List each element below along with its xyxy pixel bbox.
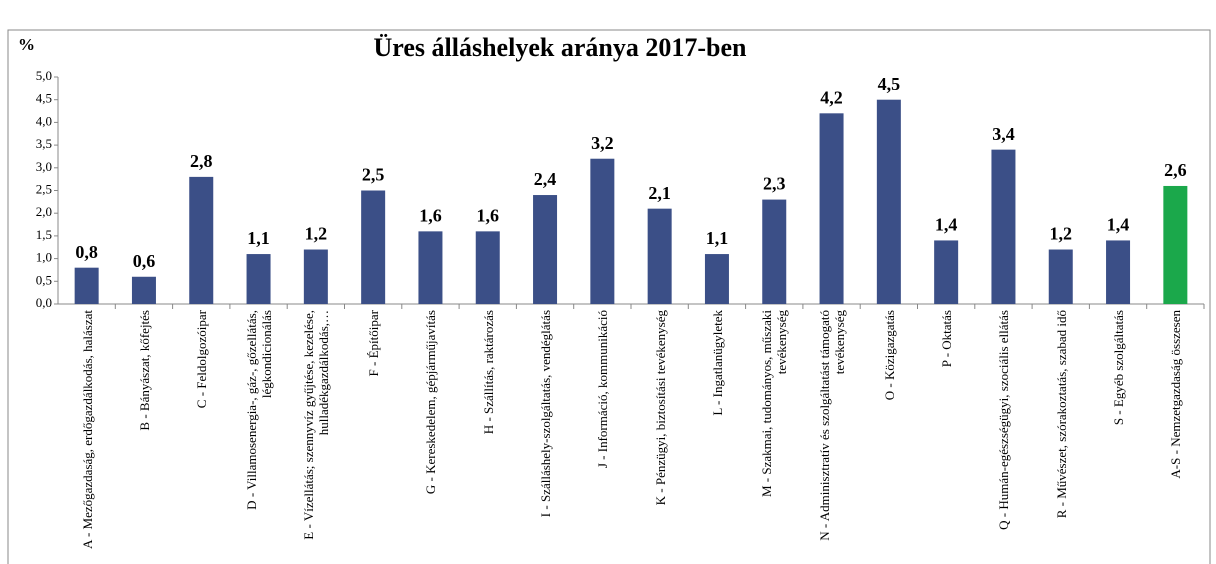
- y-tick-label: 4,0: [36, 113, 52, 128]
- x-tick-label: A - Mezőgazdaság, erdőgazdálkodás, halás…: [79, 310, 95, 549]
- y-tick-label: 1,0: [36, 250, 52, 265]
- x-tick-label: H - Szállítás, raktározás: [480, 310, 496, 435]
- x-tick-label: N - Adminisztratív és szolgáltatást támo…: [816, 310, 847, 541]
- x-tick-label: D - Villamosenergia-, gáz-, gőzellátás, …: [243, 310, 274, 510]
- y-tick-label: 0,5: [36, 272, 52, 287]
- value-label: 1,4: [935, 215, 958, 235]
- value-label: 1,1: [706, 228, 729, 248]
- bar: [1106, 240, 1131, 304]
- value-label: 0,6: [133, 251, 156, 271]
- value-label: 2,5: [362, 165, 385, 185]
- bar: [131, 276, 156, 304]
- x-tick-label: F - Építőipar: [365, 310, 381, 377]
- value-label: 2,1: [648, 183, 671, 203]
- x-tick-label: J - Információ, kommunikáció: [594, 310, 610, 469]
- y-axis-label: %: [18, 35, 35, 54]
- bar: [246, 254, 271, 304]
- value-label: 1,2: [1050, 224, 1073, 244]
- value-label: 1,6: [477, 205, 500, 225]
- y-tick-label: 4,5: [36, 91, 52, 106]
- x-tick-label: P - Oktatás: [938, 310, 954, 368]
- value-label: 1,4: [1107, 215, 1130, 235]
- value-label: 2,6: [1164, 160, 1187, 180]
- value-label: 2,8: [190, 151, 213, 171]
- x-tick-label: M - Szakmai, tudományos, műszaki tevéken…: [759, 310, 790, 498]
- value-label: 0,8: [75, 242, 98, 262]
- value-label: 4,5: [878, 74, 901, 94]
- bar: [1163, 185, 1188, 304]
- bar: [475, 231, 500, 304]
- bar: [1048, 249, 1073, 304]
- bar: [590, 158, 615, 304]
- bar: [876, 99, 901, 304]
- y-tick-label: 5,0: [36, 68, 52, 83]
- x-tick-label: Q - Humán-egészségügyi, szociális ellátá…: [995, 310, 1011, 530]
- bar: [74, 267, 99, 304]
- y-tick-label: 2,5: [36, 181, 52, 196]
- bar: [934, 240, 959, 304]
- bar: [819, 113, 844, 304]
- value-label: 3,4: [992, 124, 1015, 144]
- x-tick-label: L - Ingatlanügyletek: [709, 310, 725, 416]
- bar: [189, 176, 214, 304]
- bar: [418, 231, 443, 304]
- chart-title: Üres álláshelyek aránya 2017-ben: [374, 33, 747, 62]
- bar: [647, 208, 672, 304]
- x-tick-label: E - Vízellátás; szennyvíz gyűjtése, keze…: [300, 310, 331, 540]
- value-label: 2,4: [534, 169, 557, 189]
- y-tick-label: 0,0: [36, 295, 52, 310]
- chart-frame: [7, 29, 1211, 564]
- x-tick-label: R - Művészet, szórakoztatás, szabad idő: [1053, 310, 1069, 519]
- y-tick-label: 2,0: [36, 204, 52, 219]
- value-label: 1,1: [247, 228, 270, 248]
- value-label: 1,2: [305, 224, 328, 244]
- bar: [991, 149, 1016, 304]
- y-tick-label: 3,0: [36, 159, 52, 174]
- bar: [533, 195, 558, 304]
- x-tick-label: I - Szálláshely-szolgáltatás, vendéglátá…: [537, 310, 553, 518]
- bar: [303, 249, 328, 304]
- x-tick-label: G - Kereskedelem, gépjárműjavítás: [422, 310, 438, 495]
- y-tick-label: 3,5: [36, 136, 52, 151]
- x-tick-label: K - Pénzügyi, biztosítási tevékenység: [652, 310, 668, 506]
- y-tick-label: 1,5: [36, 227, 52, 242]
- bar: [704, 254, 729, 304]
- value-label: 4,2: [820, 87, 843, 107]
- value-label: 2,3: [763, 174, 786, 194]
- value-label: 3,2: [591, 133, 614, 153]
- x-tick-label: A-S - Nemzetgazdaság összesen: [1167, 310, 1183, 479]
- value-label: 1,6: [419, 205, 442, 225]
- x-tick-label: O - Közigazgatás: [881, 310, 897, 401]
- x-tick-label: S - Egyéb szolgáltatás: [1110, 310, 1126, 426]
- x-tick-label: B - Bányászat, kőfejtés: [136, 310, 152, 431]
- x-tick-label: C - Feldolgozóipar: [193, 310, 209, 409]
- bar: [361, 190, 386, 304]
- bar: [762, 199, 787, 304]
